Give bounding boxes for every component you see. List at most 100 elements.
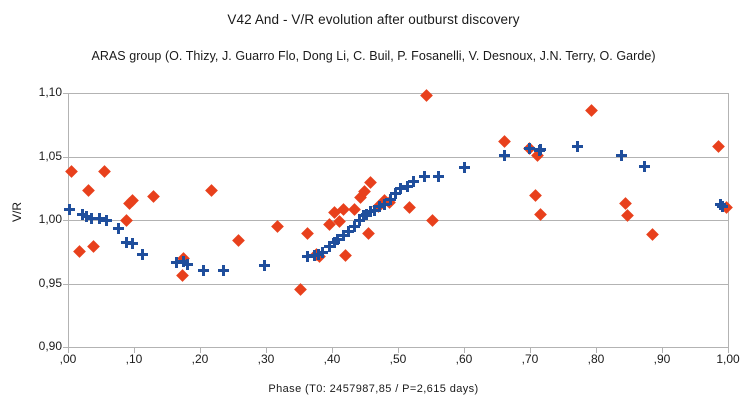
data-point-diamond [646, 228, 660, 241]
data-point-plus [459, 162, 471, 174]
data-point-plus [197, 264, 209, 276]
data-point-diamond [357, 185, 371, 198]
x-tick-label: ,80 [587, 352, 605, 366]
y-axis-title: V/R [10, 202, 24, 223]
data-point-diamond [711, 139, 725, 153]
plot-area [63, 89, 733, 348]
y-tick-mark [63, 220, 68, 221]
data-point-plus [178, 255, 189, 267]
data-point-diamond [271, 220, 285, 234]
data-point-plus [716, 200, 728, 212]
data-point-diamond [231, 233, 245, 247]
x-axis-title: Phase (T0: 2457987,85 / P=2,615 days) [268, 383, 479, 395]
data-point-diamond [175, 268, 189, 282]
data-point-diamond [619, 197, 633, 210]
data-point-diamond [301, 227, 314, 241]
y-tick-mark [63, 156, 68, 158]
y-tick-mark [63, 347, 68, 348]
data-point-diamond [310, 248, 324, 262]
data-point-plus [389, 188, 401, 200]
gridline-horizontal [68, 283, 728, 285]
x-tick-mark [134, 348, 135, 353]
data-point-plus [433, 170, 445, 182]
data-point-diamond [361, 227, 375, 241]
x-tick-mark [68, 348, 69, 353]
data-point-plus [343, 225, 354, 237]
data-point-plus [533, 145, 545, 157]
gridline-horizontal [68, 220, 728, 221]
data-point-plus [181, 258, 193, 270]
data-point-plus [93, 213, 105, 225]
data-point-diamond [529, 189, 543, 203]
x-tick-label: ,90 [653, 352, 671, 366]
data-point-diamond [293, 283, 307, 297]
data-point-plus [638, 160, 650, 172]
data-point-diamond [337, 203, 351, 217]
y-tick-label: 0,90 [38, 339, 62, 353]
data-point-diamond [364, 176, 378, 189]
data-point-plus [329, 236, 341, 248]
data-point-plus [384, 193, 396, 205]
x-tick-label: ,70 [521, 352, 539, 366]
data-point-plus [360, 209, 372, 221]
data-point-diamond [498, 134, 512, 148]
x-tick-label: ,20 [191, 352, 209, 366]
data-point-diamond [97, 164, 111, 178]
x-tick-mark [464, 348, 465, 353]
x-tick-mark [266, 348, 267, 353]
gridline-horizontal [68, 93, 728, 94]
data-point-diamond [403, 201, 417, 215]
data-point-diamond [377, 194, 391, 208]
x-tick-label: ,00 [59, 352, 77, 366]
chart-title: V42 And - V/R evolution after outburst d… [227, 12, 520, 27]
data-point-plus [408, 175, 420, 187]
y-tick-label: 1,00 [38, 212, 62, 226]
data-point-plus [332, 233, 344, 245]
data-point-plus [312, 249, 324, 261]
data-point-plus [374, 201, 386, 213]
data-point-plus [337, 230, 349, 242]
y-tick-label: 1,05 [38, 148, 62, 163]
data-point-diamond [313, 249, 326, 263]
data-point-plus [121, 237, 133, 249]
plot-right-border [728, 93, 729, 348]
data-point-diamond [348, 202, 361, 216]
data-point-plus [127, 237, 139, 249]
data-point-plus [323, 241, 335, 253]
y-tick-mark [63, 93, 68, 94]
data-point-plus [535, 144, 547, 155]
data-point-plus [395, 183, 407, 195]
x-tick-mark [728, 348, 729, 353]
data-point-plus [77, 208, 89, 220]
data-point-plus [258, 259, 270, 271]
data-point-plus [368, 204, 380, 216]
y-tick-label: 1,10 [38, 85, 62, 99]
data-point-diamond [371, 199, 385, 213]
data-point-plus [316, 246, 328, 258]
x-tick-label: ,50 [389, 352, 407, 366]
x-tick-label: ,60 [455, 352, 473, 366]
data-point-plus [364, 205, 376, 217]
data-point-diamond [339, 249, 353, 262]
data-point-plus [378, 199, 390, 211]
y-tick-mark [63, 283, 68, 285]
x-tick-mark [398, 348, 399, 353]
x-tick-label: ,10 [125, 352, 143, 366]
data-point-plus [309, 250, 321, 262]
x-tick-mark [662, 348, 663, 353]
data-point-plus [418, 170, 430, 182]
y-tick-label: 0,95 [38, 275, 62, 290]
data-point-diamond [383, 195, 396, 209]
data-point-diamond [328, 206, 341, 219]
chart-subtitle: ARAS group (O. Thizy, J. Guarro Flo, Don… [91, 49, 656, 63]
data-point-diamond [123, 197, 136, 210]
data-point-plus [137, 249, 149, 261]
data-point-plus [523, 142, 535, 154]
data-point-diamond [205, 184, 219, 198]
data-point-plus [572, 141, 584, 153]
x-tick-label: ,40 [323, 352, 341, 366]
x-tick-mark [530, 348, 531, 353]
data-point-plus [715, 198, 727, 210]
data-point-plus [401, 180, 413, 192]
